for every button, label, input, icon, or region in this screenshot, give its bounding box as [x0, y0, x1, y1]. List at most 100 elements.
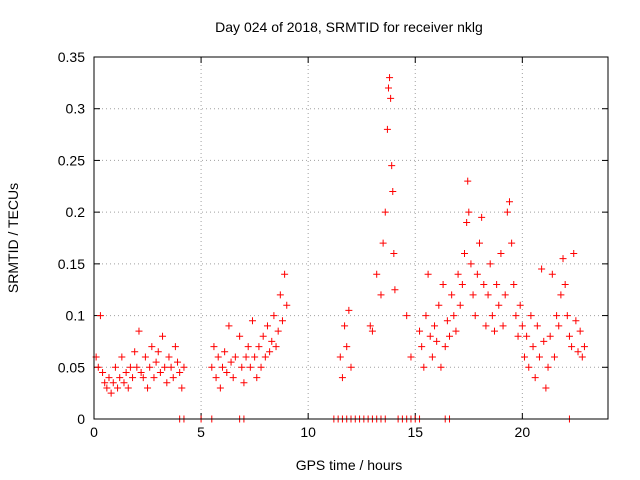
data-point: [109, 379, 117, 387]
data-point: [214, 353, 222, 361]
data-point: [176, 368, 184, 376]
data-point: [244, 343, 252, 351]
data-point: [441, 343, 449, 351]
data-point: [266, 348, 274, 356]
data-point: [386, 74, 394, 82]
data-point: [518, 322, 526, 330]
data-point: [499, 322, 507, 330]
data-point: [450, 312, 458, 320]
data-point: [345, 306, 353, 314]
data-point: [384, 84, 392, 92]
data-point: [428, 353, 436, 361]
data-point: [251, 353, 259, 361]
data-point: [257, 363, 265, 371]
data-point: [148, 343, 156, 351]
data-point: [516, 301, 524, 309]
data-point: [146, 363, 154, 371]
data-point: [116, 374, 124, 382]
data-point: [169, 374, 177, 382]
data-point: [366, 322, 374, 330]
data-point: [490, 327, 498, 335]
data-point: [437, 363, 445, 371]
data-point: [152, 358, 160, 366]
data-point: [580, 343, 588, 351]
data-point: [216, 384, 224, 392]
data-point: [253, 374, 261, 382]
data-point: [555, 322, 563, 330]
data-point: [443, 317, 451, 325]
data-point: [163, 379, 171, 387]
data-point: [139, 374, 147, 382]
y-tick-label: 0: [77, 411, 85, 427]
data-point: [505, 198, 513, 206]
data-point: [488, 312, 496, 320]
data-point: [461, 250, 469, 258]
data-point: [550, 353, 558, 361]
data-point: [114, 384, 122, 392]
data-point: [150, 374, 158, 382]
data-point: [377, 291, 385, 299]
data-point: [458, 281, 466, 289]
data-point: [431, 322, 439, 330]
plot-frame: [93, 56, 609, 420]
data-point: [553, 312, 561, 320]
y-tick-label: 0.25: [58, 152, 85, 168]
data-point: [255, 343, 263, 351]
data-point: [240, 379, 248, 387]
data-point: [111, 363, 119, 371]
data-point: [171, 343, 179, 351]
data-point: [387, 94, 395, 102]
data-point: [133, 363, 141, 371]
data-point: [99, 368, 107, 376]
data-point: [276, 291, 284, 299]
data-point: [422, 312, 430, 320]
data-point: [124, 384, 132, 392]
data-point: [482, 322, 490, 330]
data-point: [248, 317, 256, 325]
data-point: [469, 291, 477, 299]
data-point: [529, 343, 537, 351]
data-point: [559, 255, 567, 263]
data-point: [576, 327, 584, 335]
data-point: [120, 379, 128, 387]
data-point: [508, 239, 516, 247]
data-point: [242, 353, 250, 361]
data-point: [484, 291, 492, 299]
data-point: [448, 291, 456, 299]
axis-ticks: 0 5 10 15 20 0 0.05 0.1 0.15 0.2 0.25 0.3 0.35: [58, 49, 608, 440]
data-point: [390, 250, 398, 258]
data-point: [129, 374, 137, 382]
data-point: [463, 218, 471, 226]
data-point: [347, 363, 355, 371]
data-point: [259, 332, 267, 340]
data-point: [439, 281, 447, 289]
data-point: [156, 368, 164, 376]
data-point: [465, 208, 473, 216]
data-point: [137, 368, 145, 376]
data-point: [379, 239, 387, 247]
data-point: [572, 317, 580, 325]
data-point: [467, 260, 475, 268]
data-point: [126, 363, 134, 371]
data-point: [223, 368, 231, 376]
data-point: [420, 363, 428, 371]
data-point: [538, 265, 546, 273]
data-point: [144, 384, 152, 392]
data-point: [373, 270, 381, 278]
data-point: [557, 291, 565, 299]
data-point: [495, 301, 503, 309]
data-point: [283, 301, 291, 309]
data-point: [501, 291, 509, 299]
data-point: [563, 312, 571, 320]
data-point: [236, 332, 244, 340]
data-point: [263, 322, 271, 330]
data-point: [520, 353, 528, 361]
data-point: [389, 187, 397, 195]
y-tick-label: 0.35: [58, 49, 85, 65]
data-point: [478, 213, 486, 221]
data-point: [246, 363, 254, 371]
data-point: [210, 343, 218, 351]
data-point: [480, 281, 488, 289]
data-point: [274, 327, 282, 335]
data-point: [141, 353, 149, 361]
